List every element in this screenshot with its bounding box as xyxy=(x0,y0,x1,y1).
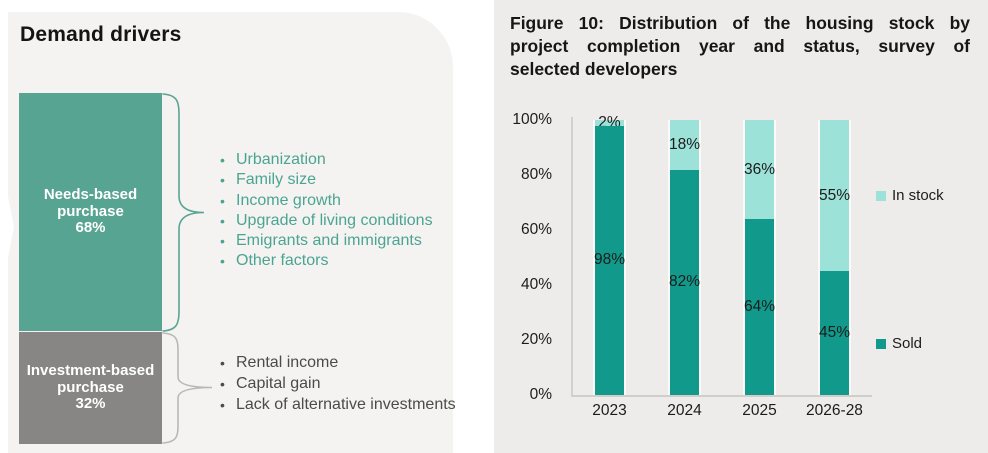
stacked-bar-chart: 100% 80% 60% 40% 20% 0% 2% 98% 18% 82% 36% 64% 55% 4… xyxy=(494,105,988,445)
in-stock-segment-2025: 36% xyxy=(743,120,776,219)
in-stock-swatch-icon xyxy=(876,190,886,201)
bar-column-2023: 2% 98% xyxy=(572,114,647,395)
needs-based-purchase-block: Needs-based purchase 68% xyxy=(19,93,162,331)
factor-item: Other factors xyxy=(218,251,433,272)
stacked-bar-2024: 18% 82% xyxy=(668,120,701,395)
sold-value-label: 45% xyxy=(818,324,851,342)
legend-label-sold: Sold xyxy=(892,335,923,352)
investment-factors-list: Rental incomeCapital gainLack of alterna… xyxy=(218,353,456,415)
invest-brace xyxy=(162,332,213,444)
figure-10-panel: Figure 10: Distribution of the housing s… xyxy=(494,0,988,453)
factor-item: Emigrants and immigrants xyxy=(218,231,433,252)
in-stock-value-label: 18% xyxy=(668,135,701,153)
legend-entry-in-stock: In stock xyxy=(876,187,944,204)
y-axis-tick-label: 100% xyxy=(512,111,552,128)
bar-column-2025: 36% 64% xyxy=(722,120,797,395)
x-axis-tick-label: 2023 xyxy=(592,402,627,419)
invest-block-line1: Investment-based xyxy=(26,362,155,380)
sold-segment-2024: 82% xyxy=(668,169,701,395)
factor-item: Upgrade of living conditions xyxy=(218,211,433,232)
bar-column-2026-28: 55% 45% xyxy=(797,120,872,395)
y-axis-tick-label: 80% xyxy=(520,166,552,183)
in-stock-segment-2026-28: 55% xyxy=(818,120,851,272)
stacked-bar-2023: 2% 98% xyxy=(593,114,626,395)
factor-item: Urbanization xyxy=(218,150,433,171)
sold-segment-2025: 64% xyxy=(743,219,776,395)
sold-swatch-icon xyxy=(876,338,886,349)
sold-value-label: 64% xyxy=(743,298,776,315)
needs-factors-list: UrbanizationFamily sizeIncome growthUpgr… xyxy=(218,150,433,272)
sold-segment-2023: 98% xyxy=(593,125,626,395)
factor-item: Income growth xyxy=(218,191,433,212)
chevron-decoration-icon xyxy=(0,181,14,273)
figure-title-line1: Figure 10: Distribution of the housing s… xyxy=(510,13,970,33)
x-axis-tick-label: 2025 xyxy=(742,402,777,419)
y-axis-tick-label: 20% xyxy=(520,331,552,348)
stacked-bar-2025: 36% 64% xyxy=(743,120,776,395)
stacked-bar-2026-28: 55% 45% xyxy=(818,120,851,395)
figure-title-line2: project completion year and status, surv… xyxy=(510,36,970,56)
sold-segment-2026-28: 45% xyxy=(818,271,851,395)
in-stock-value-label: 36% xyxy=(743,160,776,178)
x-axis-tick-label: 2024 xyxy=(667,402,702,419)
needs-block-line1: Needs-based xyxy=(43,186,138,204)
y-axis-tick-label: 0% xyxy=(529,386,552,403)
in-stock-segment-2024: 18% xyxy=(668,120,701,170)
x-axis-tick-label: 2026-28 xyxy=(806,402,863,419)
sold-value-label: 98% xyxy=(593,251,626,269)
factor-item: Family size xyxy=(218,170,433,191)
factor-item: Rental income xyxy=(218,353,456,374)
factor-item: Capital gain xyxy=(218,374,456,395)
invest-block-percent: 32% xyxy=(75,395,106,413)
invest-block-line2: purchase xyxy=(57,378,124,396)
needs-brace xyxy=(162,93,205,332)
investment-based-purchase-block: Investment-based purchase 32% xyxy=(19,332,162,444)
plot-area: 2% 98% 18% 82% 36% 64% 55% 45% xyxy=(572,114,872,395)
in-stock-value-label: 55% xyxy=(818,186,851,204)
figure-title: Figure 10: Distribution of the housing s… xyxy=(510,12,970,81)
panel-title: Demand drivers xyxy=(20,23,182,46)
needs-block-percent: 68% xyxy=(75,219,106,237)
x-axis-line xyxy=(571,395,872,397)
factor-item: Lack of alternative investments xyxy=(218,395,456,416)
y-axis-tick-label: 40% xyxy=(520,276,552,293)
legend-entry-sold: Sold xyxy=(876,335,922,352)
sold-value-label: 82% xyxy=(668,273,701,291)
figure-title-line3: selected developers xyxy=(510,59,678,79)
y-axis-line xyxy=(571,117,573,397)
demand-drivers-panel: Demand drivers Needs-based purchase 68% … xyxy=(0,12,456,453)
legend-label-in-stock: In stock xyxy=(892,187,944,204)
x-axis-labels: 2023 2024 2025 2026-28 xyxy=(572,402,872,420)
y-axis-tick-label: 60% xyxy=(520,221,552,238)
bar-column-2024: 18% 82% xyxy=(647,120,722,395)
needs-block-line2: purchase xyxy=(57,202,124,220)
